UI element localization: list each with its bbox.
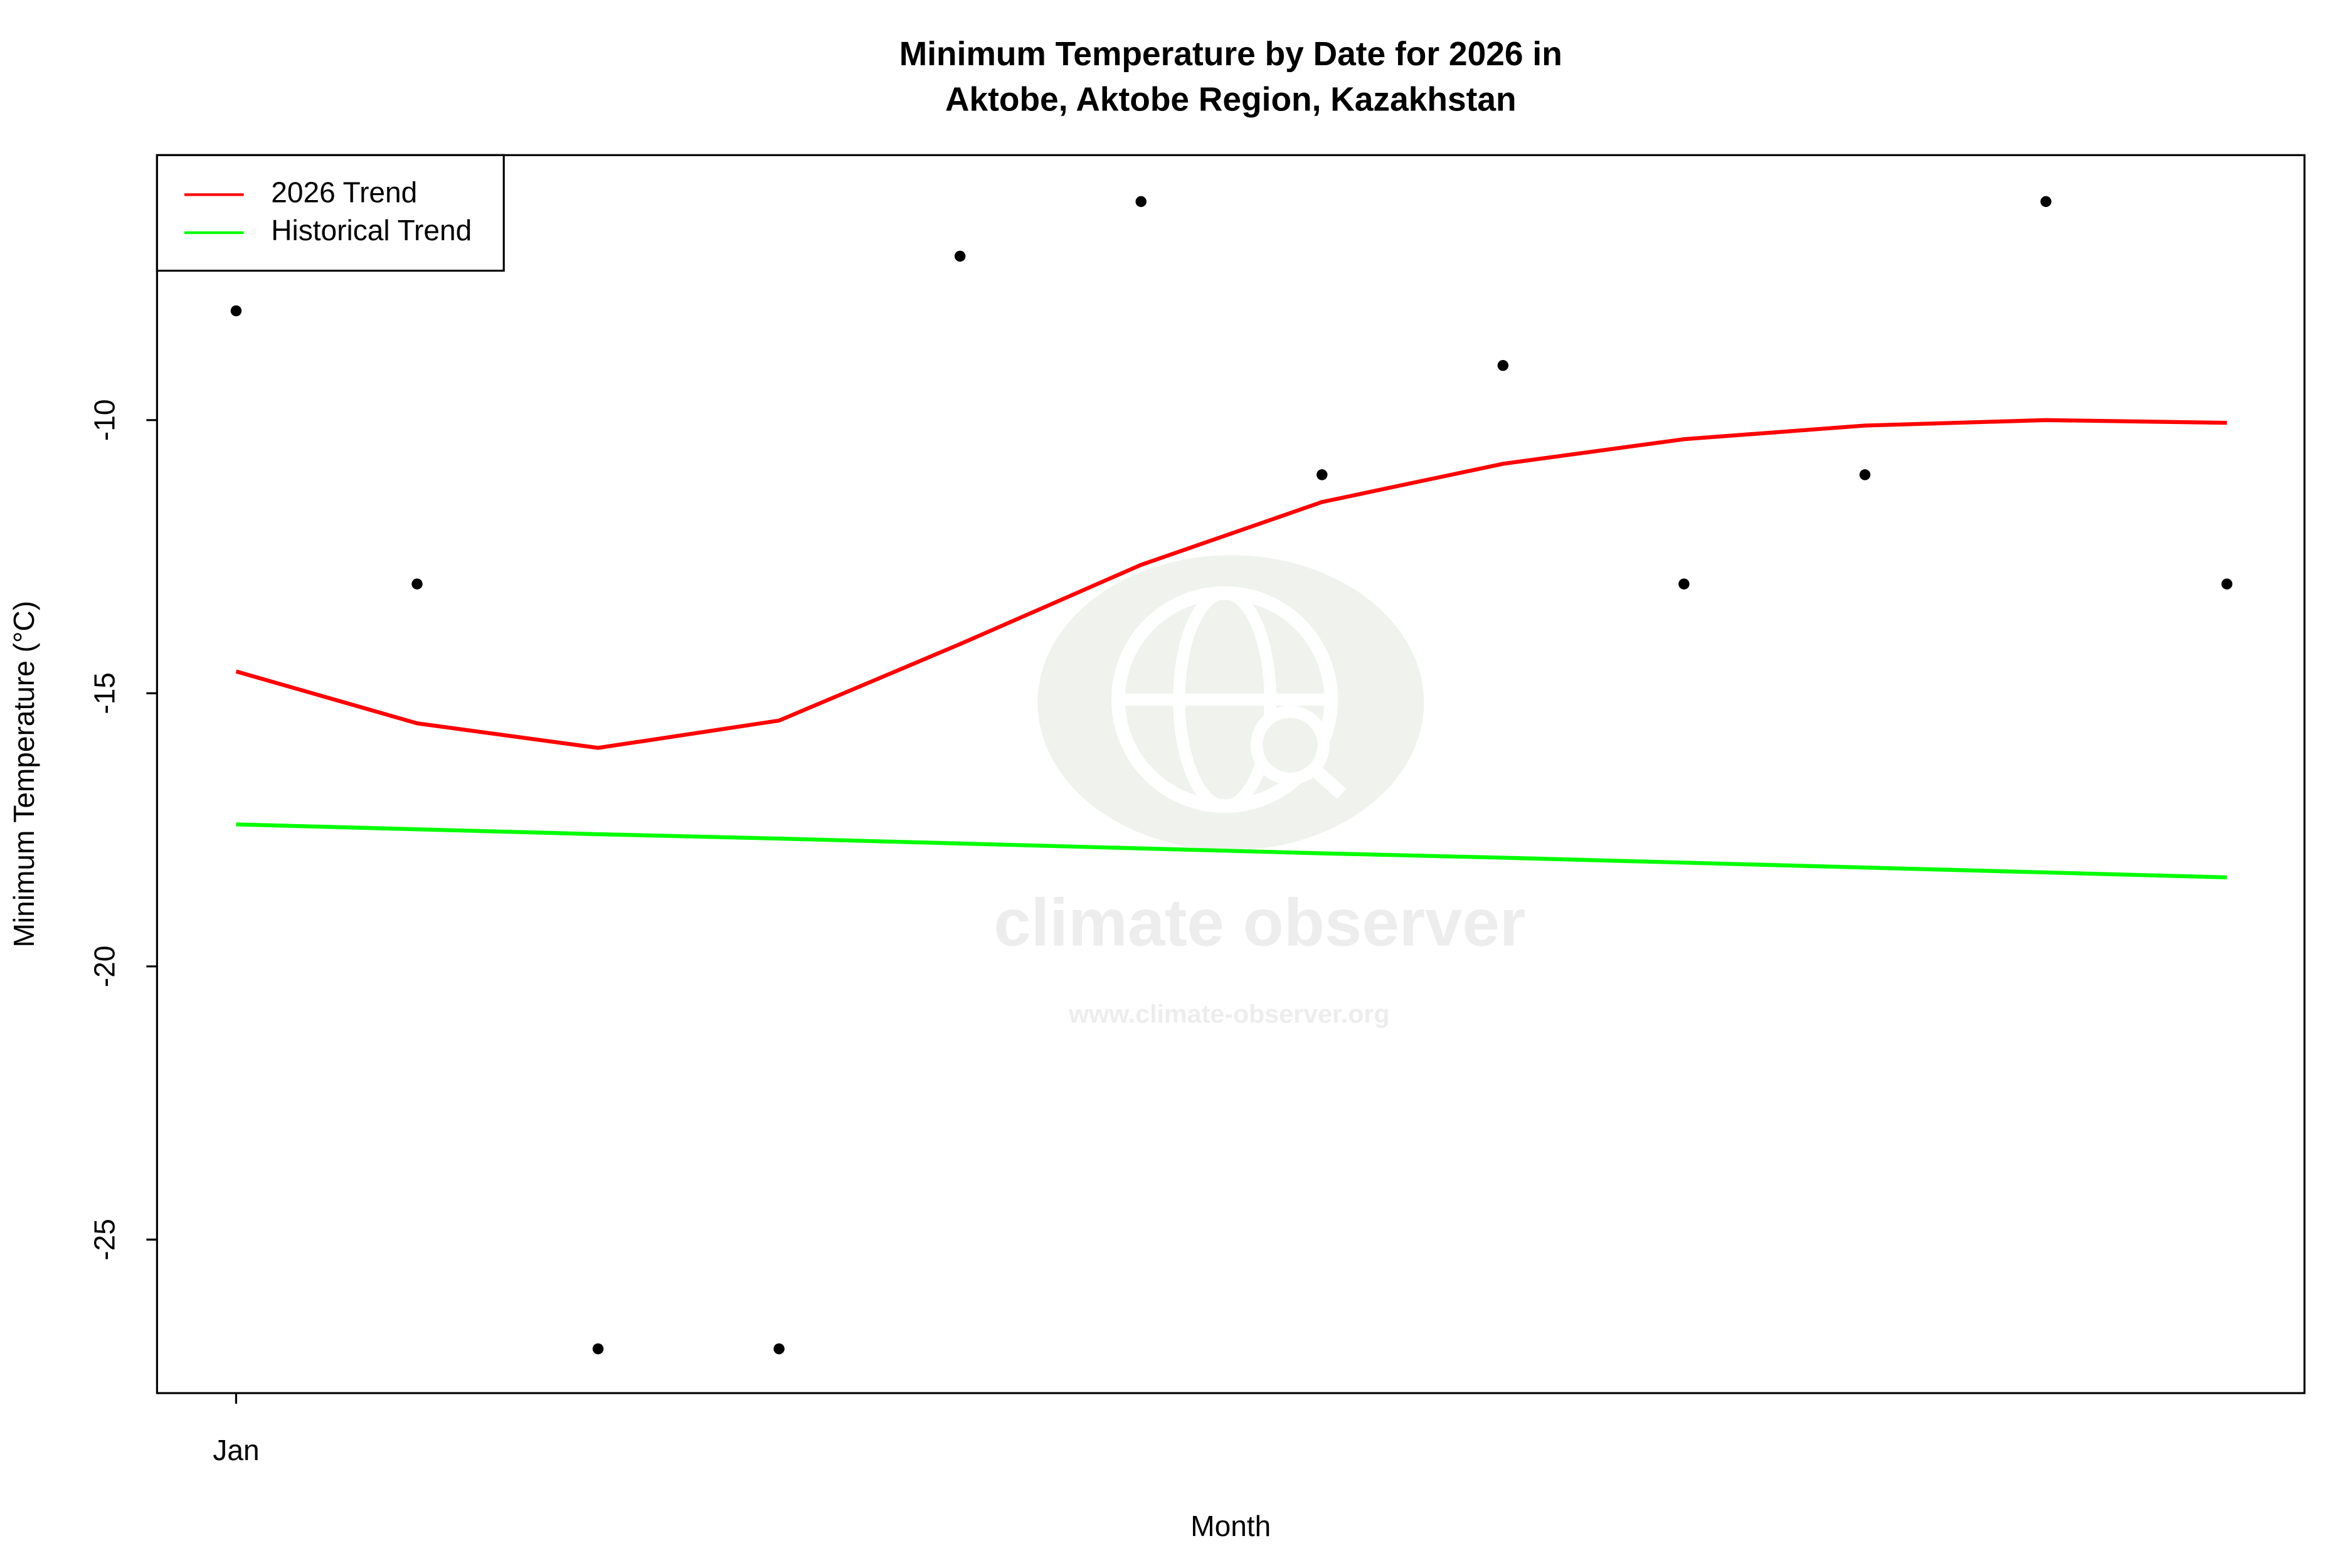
watermark-title: climate observer [993, 884, 1525, 960]
y-tick-label: -25 [88, 1219, 121, 1261]
legend-label: 2026 Trend [271, 176, 417, 209]
y-tick-label: -20 [88, 946, 121, 988]
data-point [1135, 196, 1147, 208]
x-tick-label: Jan [213, 1434, 259, 1466]
data-point [1316, 469, 1328, 480]
watermark-url: www.climate-observer.org [1068, 1000, 1390, 1029]
data-point [411, 578, 423, 590]
data-point [2040, 196, 2052, 208]
y-axis-label: Minimum Temperature (°C) [8, 601, 40, 948]
legend-label: Historical Trend [271, 214, 472, 246]
data-point [1497, 359, 1509, 371]
y-tick-label: -10 [88, 400, 121, 442]
trend-line [236, 822, 2227, 880]
data-point [2221, 578, 2233, 590]
chart-title: Aktobe, Aktobe Region, Kazakhstan [945, 82, 1517, 119]
data-point [773, 1343, 785, 1355]
watermark-magnifier [1250, 706, 1330, 785]
y-tick-label: -15 [88, 672, 121, 714]
legend-box [156, 154, 505, 272]
plot-frame [156, 154, 2306, 1394]
data-point [1859, 469, 1871, 480]
data-point [592, 1343, 604, 1355]
chart-title: Minimum Temperature by Date for 2026 in [899, 36, 1562, 73]
watermark-magnifier [1310, 764, 1347, 799]
data-point [230, 305, 242, 317]
trend-line [235, 418, 2227, 750]
data-point [954, 250, 966, 262]
x-axis-label: Month [1190, 1510, 1271, 1542]
watermark: climate observer www.climate-observer.or… [993, 555, 1525, 1029]
data-point [1678, 578, 1690, 590]
